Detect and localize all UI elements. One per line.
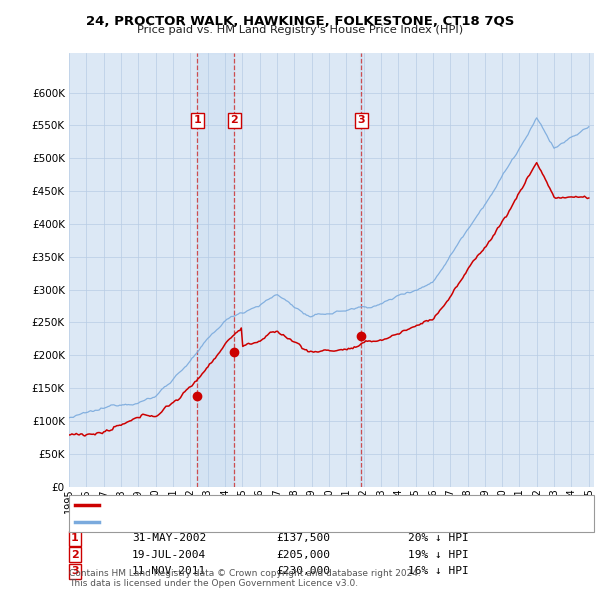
Text: 24, PROCTOR WALK, HAWKINGE, FOLKESTONE, CT18 7QS: 24, PROCTOR WALK, HAWKINGE, FOLKESTONE, …: [86, 15, 514, 28]
Bar: [360, 53, 362, 487]
Text: 3: 3: [71, 566, 79, 576]
Text: 19-JUL-2004: 19-JUL-2004: [132, 550, 206, 559]
Text: £205,000: £205,000: [276, 550, 330, 559]
Text: 24, PROCTOR WALK, HAWKINGE, FOLKESTONE, CT18 7QS (detached house): 24, PROCTOR WALK, HAWKINGE, FOLKESTONE, …: [102, 500, 479, 510]
Text: 3: 3: [358, 115, 365, 125]
Text: 2: 2: [71, 550, 79, 559]
Text: Price paid vs. HM Land Registry's House Price Index (HPI): Price paid vs. HM Land Registry's House …: [137, 25, 463, 35]
Text: 16% ↓ HPI: 16% ↓ HPI: [408, 566, 469, 576]
Text: 19% ↓ HPI: 19% ↓ HPI: [408, 550, 469, 559]
Bar: [197, 53, 235, 487]
Text: 31-MAY-2002: 31-MAY-2002: [132, 533, 206, 543]
Text: HPI: Average price, detached house, Folkestone and Hythe: HPI: Average price, detached house, Folk…: [102, 517, 395, 527]
Text: 11-NOV-2011: 11-NOV-2011: [132, 566, 206, 576]
Text: 2: 2: [230, 115, 238, 125]
Text: £230,000: £230,000: [276, 566, 330, 576]
Text: 1: 1: [194, 115, 201, 125]
Text: Contains HM Land Registry data © Crown copyright and database right 2024.
This d: Contains HM Land Registry data © Crown c…: [69, 569, 421, 588]
Text: 20% ↓ HPI: 20% ↓ HPI: [408, 533, 469, 543]
Text: 1: 1: [71, 533, 79, 543]
Text: £137,500: £137,500: [276, 533, 330, 543]
